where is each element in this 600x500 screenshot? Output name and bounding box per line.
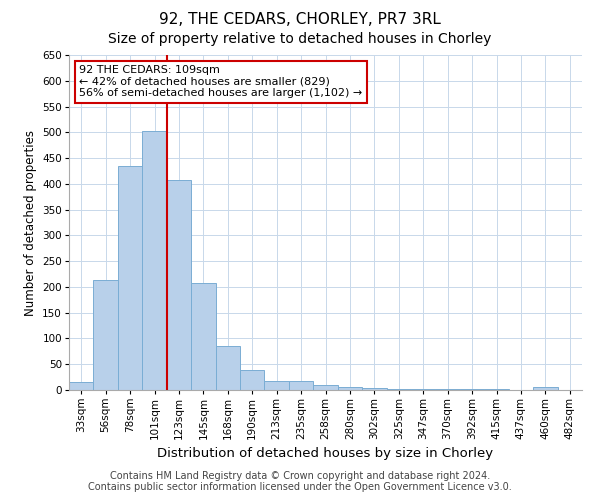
Bar — [265, 380, 289, 390]
X-axis label: Distribution of detached houses by size in Chorley: Distribution of detached houses by size … — [157, 448, 494, 460]
Text: Size of property relative to detached houses in Chorley: Size of property relative to detached ho… — [109, 32, 491, 46]
Text: Contains HM Land Registry data © Crown copyright and database right 2024.
Contai: Contains HM Land Registry data © Crown c… — [88, 471, 512, 492]
Bar — [69, 382, 94, 390]
Bar — [338, 388, 362, 390]
Bar — [118, 166, 142, 390]
Bar — [167, 180, 191, 390]
Bar — [362, 388, 386, 390]
Bar — [533, 388, 557, 390]
Bar — [240, 370, 265, 390]
Bar — [313, 385, 338, 390]
Bar — [142, 132, 167, 390]
Text: 92 THE CEDARS: 109sqm
← 42% of detached houses are smaller (829)
56% of semi-det: 92 THE CEDARS: 109sqm ← 42% of detached … — [79, 65, 362, 98]
Bar — [289, 380, 313, 390]
Bar — [386, 389, 411, 390]
Bar — [215, 346, 240, 390]
Bar — [94, 280, 118, 390]
Bar — [191, 284, 215, 390]
Y-axis label: Number of detached properties: Number of detached properties — [24, 130, 37, 316]
Text: 92, THE CEDARS, CHORLEY, PR7 3RL: 92, THE CEDARS, CHORLEY, PR7 3RL — [159, 12, 441, 28]
